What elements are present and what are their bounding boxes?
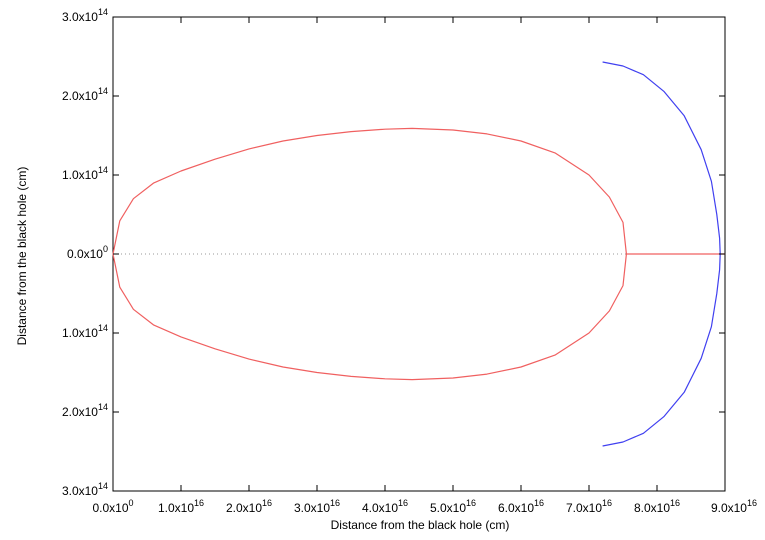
ticks-layer (112, 16, 726, 492)
x-tick-label: 1.0x1016 (158, 498, 204, 515)
y-tick-label: 2.0x1014 (62, 402, 108, 419)
x-tick-label: 5.0x1016 (430, 498, 476, 515)
tick-labels-layer: 0.0x100 1.0x1016 2.0x1016 3.0x1016 4.0x1016 5… (62, 7, 757, 515)
x-tick-label: 9.0x1016 (711, 498, 757, 515)
y-tick-label: 0.0x100 (67, 244, 108, 261)
y-tick-label: 1.0x1014 (62, 323, 108, 340)
x-tick-label: 2.0x1016 (226, 498, 272, 515)
x-tick-label: 3.0x1016 (294, 498, 340, 515)
series-layer (112, 61, 725, 447)
x-tick-label: 6.0x1016 (498, 498, 544, 515)
y-axis-label: Distance from the black hole (cm) (15, 167, 29, 346)
y-tick-label: 3.0x1014 (62, 7, 108, 24)
x-tick-label: 0.0x100 (92, 498, 133, 515)
y-tick-label: 2.0x1014 (62, 86, 108, 103)
x-tick-label: 7.0x1016 (566, 498, 612, 515)
x-tick-label: 8.0x1016 (634, 498, 680, 515)
x-axis-label: Distance from the black hole (cm) (331, 518, 510, 532)
y-tick-label: 3.0x1014 (62, 481, 108, 498)
x-tick-label: 4.0x1016 (362, 498, 408, 515)
y-tick-label: 1.0x1014 (62, 165, 108, 182)
